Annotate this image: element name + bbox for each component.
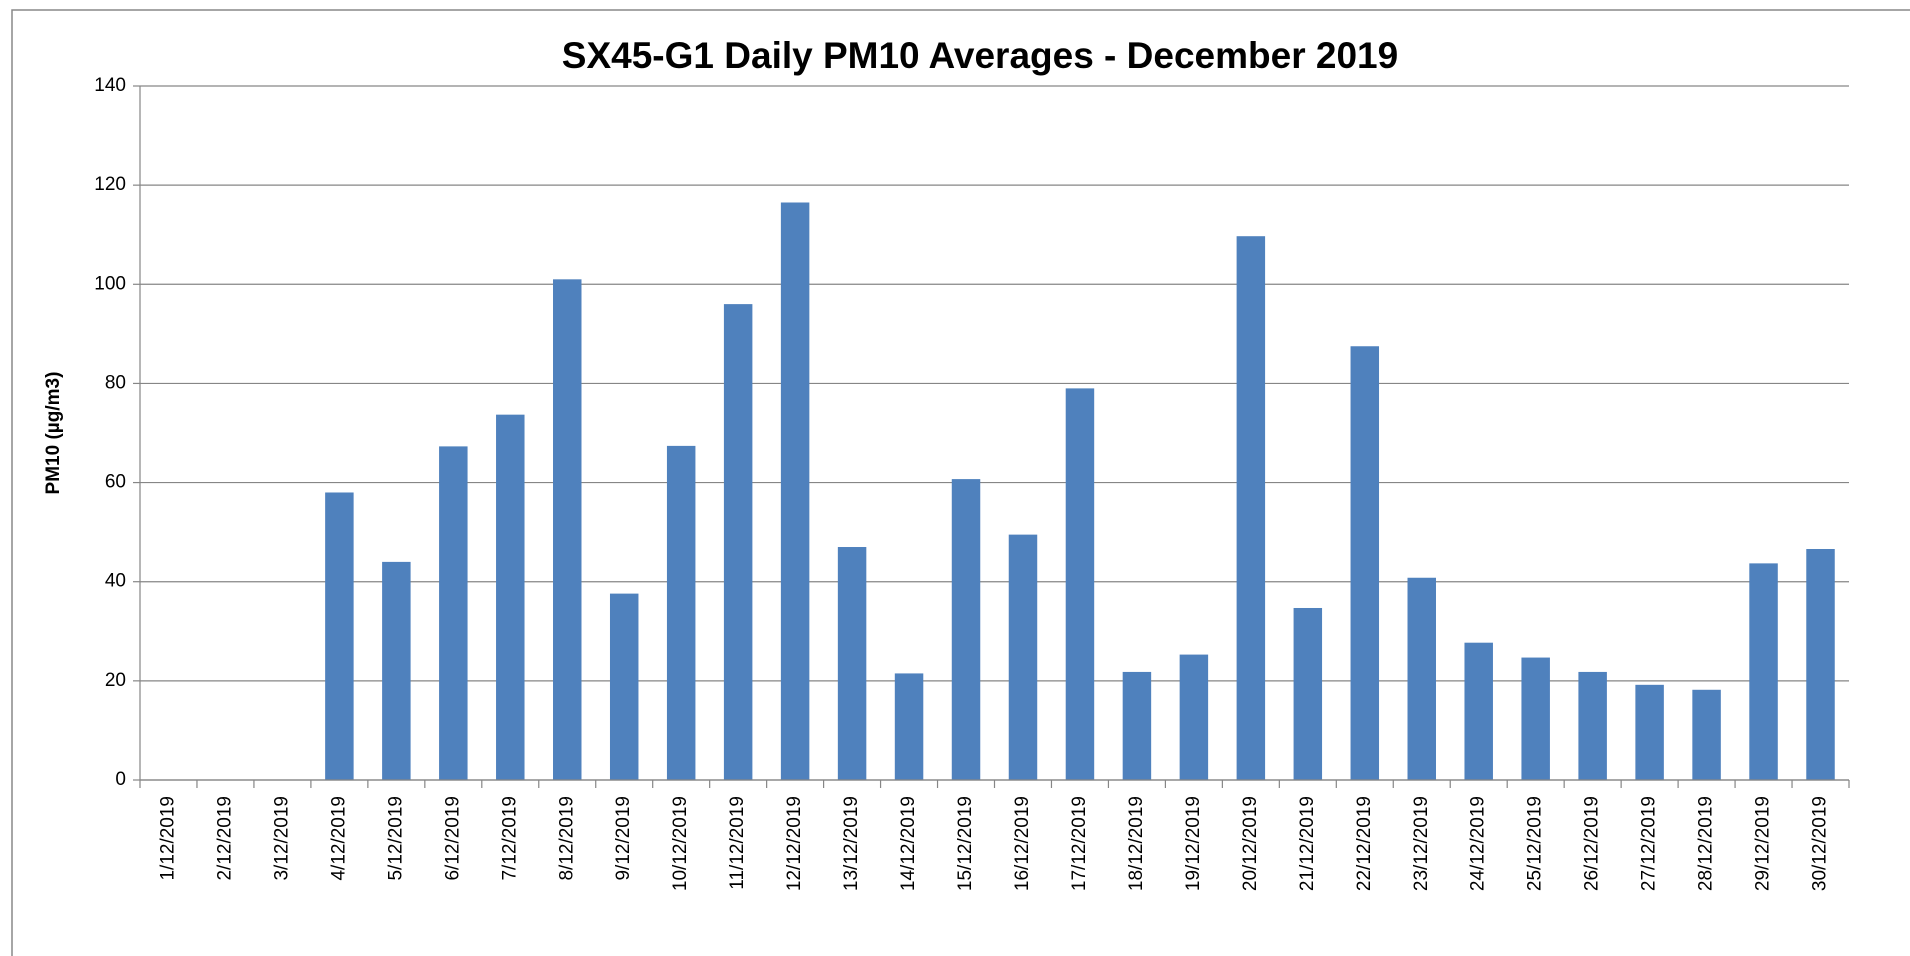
bar (1122, 671, 1152, 780)
x-tick-label: 16/12/2019 (1012, 796, 1033, 891)
y-tick-label: 140 (94, 75, 126, 96)
y-tick-label: 60 (105, 472, 126, 493)
x-tick-label: 2/12/2019 (214, 796, 235, 881)
x-tick-label: 27/12/2019 (1639, 796, 1660, 891)
bar (837, 547, 867, 780)
bar (382, 561, 411, 780)
x-tick-label: 1/12/2019 (157, 796, 178, 881)
x-tick-label: 28/12/2019 (1696, 796, 1717, 891)
x-tick-label: 25/12/2019 (1525, 796, 1546, 891)
x-tick-label: 4/12/2019 (328, 796, 349, 881)
x-tick-label: 26/12/2019 (1582, 796, 1603, 891)
bar (1008, 534, 1038, 780)
bar (1236, 236, 1266, 781)
x-tick-label: 15/12/2019 (955, 796, 976, 891)
x-tick-label: 11/12/2019 (727, 796, 748, 890)
y-tick-label: 40 (105, 571, 126, 592)
bar (439, 446, 468, 780)
bar (1749, 563, 1778, 780)
bar (894, 673, 924, 780)
bar (1692, 689, 1721, 780)
bar (1350, 346, 1380, 780)
bar (780, 202, 810, 780)
x-tick-label: 12/12/2019 (784, 796, 805, 891)
x-tick-label: 14/12/2019 (898, 796, 919, 891)
x-tick-label: 13/12/2019 (841, 796, 862, 891)
x-tick-label: 29/12/2019 (1753, 796, 1774, 891)
bar (1293, 607, 1323, 780)
bar (666, 445, 696, 780)
bar (496, 414, 525, 780)
bar (1407, 577, 1436, 780)
bar (325, 492, 354, 780)
bar (553, 279, 582, 780)
x-tick-label: 18/12/2019 (1126, 796, 1147, 891)
x-tick-label: 6/12/2019 (442, 796, 463, 881)
y-tick-label: 20 (105, 670, 126, 691)
x-tick-label: 30/12/2019 (1810, 796, 1831, 891)
x-tick-label: 22/12/2019 (1354, 796, 1375, 891)
x-tick-label: 19/12/2019 (1183, 796, 1204, 891)
bar (1806, 548, 1835, 780)
y-axis-label: PM10 (µg/m3) (43, 372, 64, 495)
x-tick-label: 24/12/2019 (1468, 796, 1489, 891)
bar (1578, 671, 1607, 780)
x-tick-label: 7/12/2019 (499, 796, 520, 881)
x-tick-label: 9/12/2019 (613, 796, 634, 881)
bar (951, 479, 981, 780)
x-tick-label: 5/12/2019 (385, 796, 406, 881)
x-tick-label: 3/12/2019 (271, 796, 292, 881)
x-tick-label: 17/12/2019 (1069, 796, 1090, 891)
x-tick-label: 23/12/2019 (1411, 796, 1432, 891)
bar (1521, 657, 1550, 780)
x-tick-label: 8/12/2019 (556, 796, 577, 881)
x-tick-label: 21/12/2019 (1297, 796, 1318, 891)
bar (1635, 684, 1664, 780)
chart-title: SX45-G1 Daily PM10 Averages - December 2… (562, 35, 1398, 76)
y-tick-label: 0 (115, 769, 126, 790)
x-tick-label: 20/12/2019 (1240, 796, 1261, 891)
bar (723, 304, 753, 780)
y-tick-label: 100 (94, 273, 126, 294)
bar (1179, 654, 1209, 780)
y-tick-label: 120 (94, 174, 126, 195)
x-tick-label: 10/12/2019 (670, 796, 691, 891)
y-tick-label: 80 (105, 372, 126, 393)
bar (1065, 388, 1095, 780)
bar (1464, 642, 1493, 780)
bar (609, 593, 639, 780)
